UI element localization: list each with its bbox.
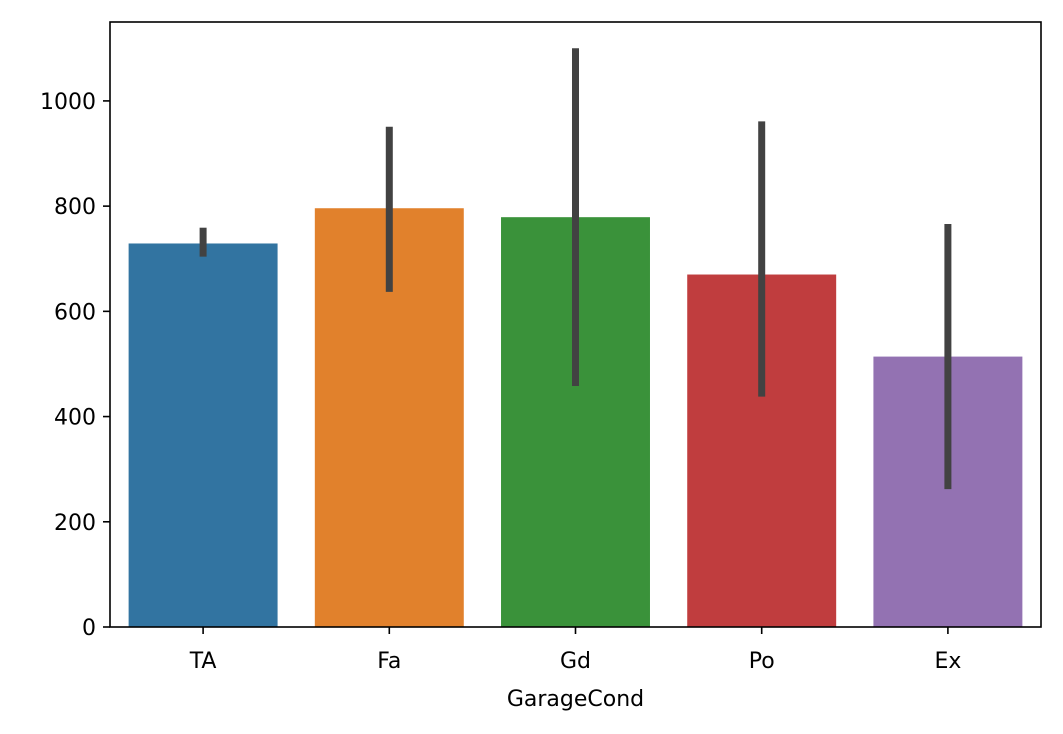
x-axis: TA Fa Gd Po Ex (189, 627, 961, 674)
x-tick-label: Fa (377, 649, 401, 674)
x-tick-label: Gd (560, 649, 591, 674)
y-tick-label: 0 (82, 616, 96, 641)
y-tick-label: 200 (54, 511, 96, 536)
y-tick-label: 600 (54, 300, 96, 325)
y-tick-label: 800 (54, 195, 96, 220)
x-tick-label: TA (189, 649, 217, 674)
y-tick-label: 400 (54, 406, 96, 431)
bar-ta (128, 243, 278, 627)
error-bars-group (199, 48, 952, 490)
x-axis-title: GarageCond (507, 687, 644, 712)
plot-frame (109, 21, 1042, 628)
y-axis: 0 200 400 600 800 1000 (40, 90, 110, 641)
y-tick-label: 1000 (40, 90, 96, 115)
x-tick-label: Po (749, 649, 775, 674)
x-tick-label: Ex (934, 649, 961, 674)
